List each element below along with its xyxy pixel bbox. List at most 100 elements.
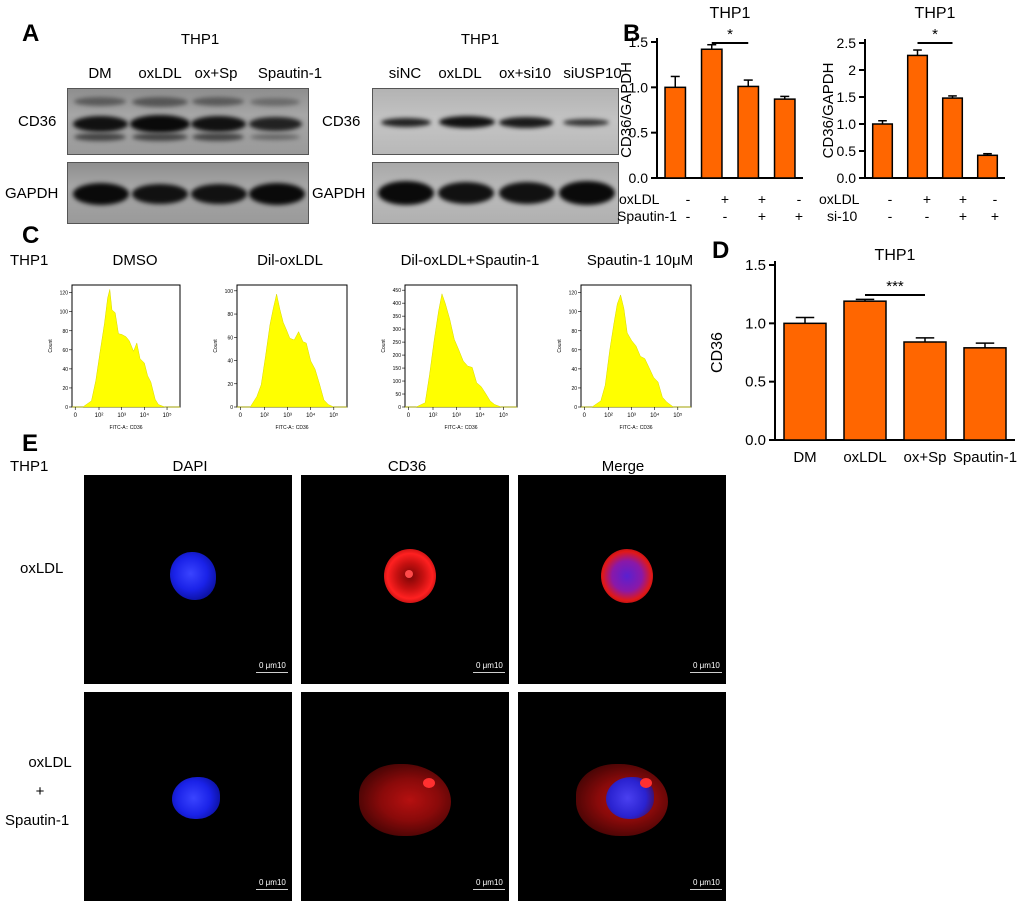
y-tick-label: 0.5 bbox=[629, 125, 649, 141]
lane-label-siusp10: siUSP10 bbox=[563, 65, 622, 82]
bar bbox=[906, 54, 929, 179]
b-right-r2c3: + bbox=[958, 208, 968, 224]
bar bbox=[773, 98, 796, 179]
y-axis-label: CD36/GAPDH bbox=[820, 63, 837, 159]
y-tick-label: 40 bbox=[62, 367, 68, 373]
flow-title-3: Dil-oxLDL+Spautin-1 bbox=[400, 252, 540, 269]
significance-label: *** bbox=[886, 278, 904, 295]
scale-bar-text: 0 μm10 bbox=[476, 661, 503, 670]
scale-bar-text: 0 μm10 bbox=[693, 661, 720, 670]
y-tick-label: 60 bbox=[571, 348, 577, 354]
histogram-fill bbox=[405, 292, 517, 408]
x-tick-label: 10⁵ bbox=[673, 412, 683, 419]
x-tick-label: 10⁵ bbox=[499, 412, 509, 419]
significance-label: * bbox=[932, 26, 938, 43]
bar bbox=[700, 48, 723, 179]
b-left-r1c2: + bbox=[720, 191, 730, 207]
y-axis-label: Count bbox=[557, 339, 563, 353]
chart-d: THP1 CD36 0.0 0.5 1.0 1.5 DM oxLDL ox+Sp Spautin-… bbox=[709, 247, 1017, 466]
bar bbox=[871, 123, 894, 179]
b-left-r2c3: + bbox=[757, 208, 767, 224]
y-tick-label: 0.5 bbox=[837, 143, 857, 159]
chart-title: THP1 bbox=[915, 5, 956, 22]
scale-bar-text: 0 μm10 bbox=[259, 878, 286, 887]
y-tick-label: 1.5 bbox=[629, 34, 649, 50]
b-right-row2-label: si-10 bbox=[827, 208, 858, 224]
x-tick-label: 0 bbox=[239, 413, 243, 419]
micro-cd36-oxldl: 0 μm10 bbox=[301, 475, 509, 684]
lane-label-ox-si10: ox+si10 bbox=[498, 65, 552, 82]
blot-cd36-left bbox=[67, 88, 309, 155]
panel-c-label: C bbox=[22, 222, 40, 249]
b-left-r1c4: - bbox=[796, 191, 802, 207]
b-right-r1c2: + bbox=[922, 191, 932, 207]
x-axis-label: FITC-A:: CD36 bbox=[109, 425, 142, 431]
bar bbox=[963, 347, 1007, 441]
y-axis-label: Count bbox=[48, 339, 54, 353]
x-tick-label: 10² bbox=[429, 413, 438, 419]
scale-bar-text: 0 μm10 bbox=[259, 661, 286, 670]
bar bbox=[903, 341, 947, 441]
y-tick-label: 20 bbox=[227, 382, 233, 388]
col-title-dapi: DAPI bbox=[172, 458, 208, 475]
y-tick-label: 60 bbox=[62, 348, 68, 354]
y-tick-label: 100 bbox=[60, 310, 69, 316]
blot-gapdh-left bbox=[67, 162, 309, 224]
x-tick-label: 10⁴ bbox=[475, 412, 485, 419]
x-tick-label: ox+Sp bbox=[904, 449, 947, 466]
b-right-r1c1: - bbox=[887, 191, 893, 207]
row2-label-line2: + bbox=[35, 783, 45, 800]
y-tick-label: 250 bbox=[393, 340, 402, 346]
y-tick-label: 300 bbox=[393, 327, 402, 333]
x-tick-label: 10⁴ bbox=[650, 412, 660, 419]
y-tick-label: 60 bbox=[227, 335, 233, 341]
row-label-cd36-right: CD36 bbox=[322, 113, 361, 130]
y-tick-label: 120 bbox=[60, 291, 69, 297]
y-tick-label: 0 bbox=[230, 405, 233, 411]
y-tick-label: 1.5 bbox=[837, 89, 857, 105]
micro-merge-oxldl: 0 μm10 bbox=[518, 475, 726, 684]
b-right-r2c4: + bbox=[990, 208, 1000, 224]
y-axis-label: CD36/GAPDH bbox=[618, 62, 635, 158]
x-tick-label: 0 bbox=[74, 413, 78, 419]
x-tick-label: 10⁴ bbox=[140, 412, 150, 419]
y-tick-label: 200 bbox=[393, 353, 402, 359]
y-tick-label: 20 bbox=[62, 386, 68, 392]
y-tick-label: 120 bbox=[569, 291, 578, 297]
micro-merge-oxldl-spautin: 0 μm10 bbox=[518, 692, 726, 901]
y-tick-label: 2.5 bbox=[837, 35, 857, 51]
panel-a-right-title: THP1 bbox=[460, 31, 500, 48]
y-tick-label: 80 bbox=[571, 329, 577, 335]
flow-title-2: Dil-oxLDL bbox=[257, 252, 323, 269]
lane-label-oxldl: oxLDL bbox=[138, 65, 182, 82]
panel-c-row-label: THP1 bbox=[10, 252, 49, 269]
row2-label-line3: Spautin-1 bbox=[5, 812, 70, 829]
y-tick-label: 40 bbox=[571, 367, 577, 373]
x-tick-label: 10⁴ bbox=[306, 412, 316, 419]
b-right-r2c2: - bbox=[924, 208, 930, 224]
lane-label-ox-sp: ox+Sp bbox=[194, 65, 238, 82]
histogram-fill bbox=[581, 294, 691, 408]
b-left-r1c3: + bbox=[757, 191, 767, 207]
b-left-row1-label: oxLDL bbox=[619, 191, 660, 207]
panel-a-left-title: THP1 bbox=[180, 31, 220, 48]
chart-title: THP1 bbox=[875, 247, 916, 264]
bar bbox=[843, 300, 887, 441]
lane-label-dm: DM bbox=[88, 65, 112, 82]
bar bbox=[941, 97, 964, 179]
micro-dapi-oxldl-spautin: 0 μm10 bbox=[84, 692, 292, 901]
x-tick-label: oxLDL bbox=[843, 449, 886, 466]
y-axis-label: Count bbox=[213, 339, 219, 353]
y-tick-label: 1.5 bbox=[745, 257, 766, 274]
b-left-row2-label: Spautin-1 bbox=[617, 208, 677, 224]
blot-cd36-right bbox=[372, 88, 619, 155]
row-label-gapdh-right: GAPDH bbox=[312, 185, 366, 202]
x-tick-label: 10² bbox=[95, 413, 104, 419]
histogram-fill bbox=[72, 289, 180, 408]
x-tick-label: 10³ bbox=[283, 413, 292, 419]
y-tick-label: 0 bbox=[574, 405, 577, 411]
chart-b-left: THP1 CD36/GAPDH 0.0 0.5 1.0 1.5 * bbox=[618, 5, 803, 186]
x-tick-label: 10⁵ bbox=[329, 412, 339, 419]
